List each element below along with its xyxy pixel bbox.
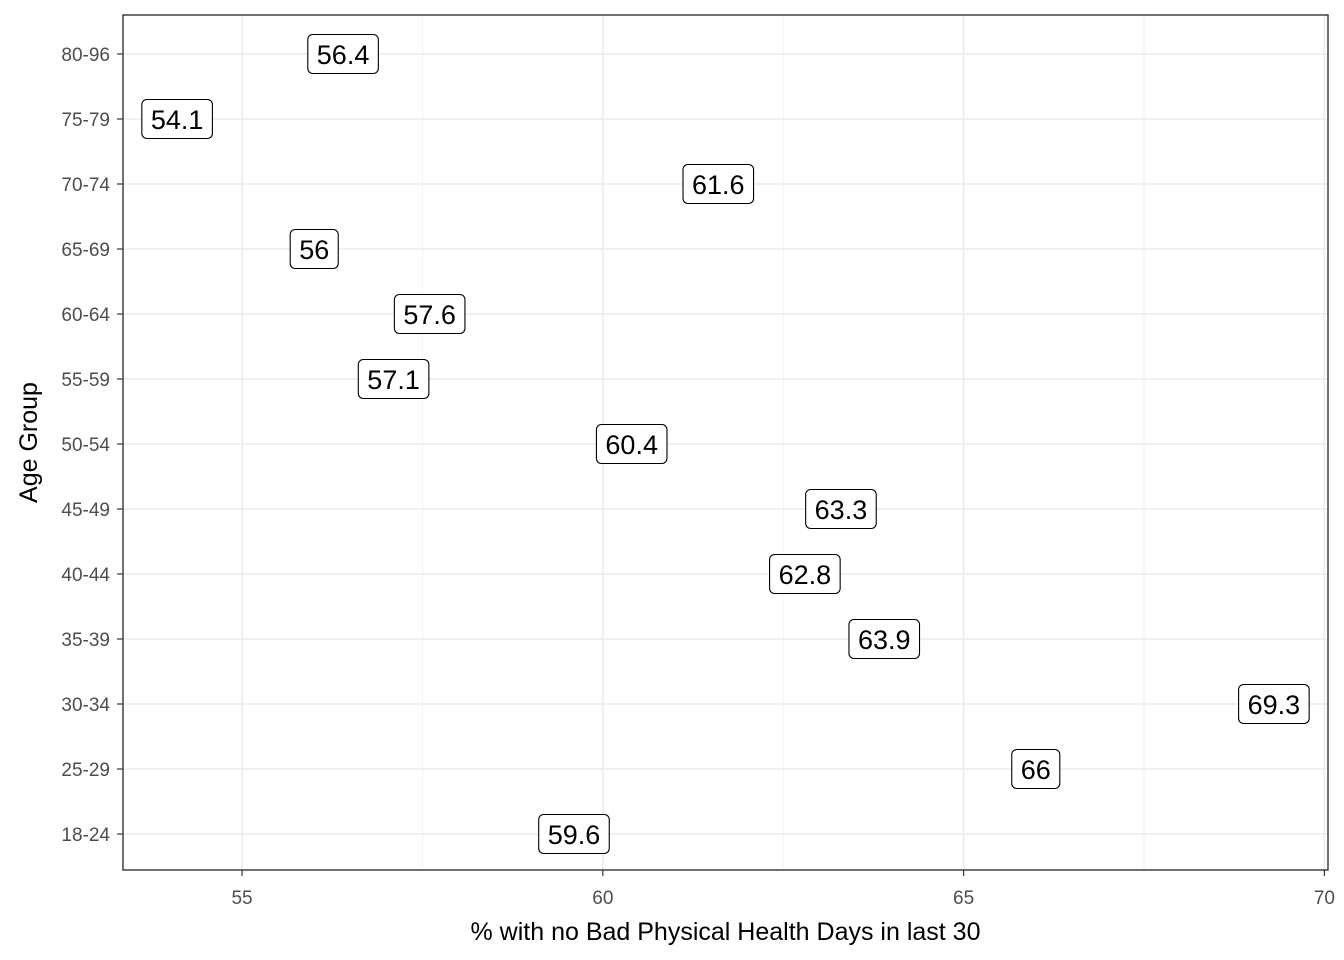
data-point: 57.1 (357, 358, 430, 400)
y-tick-label: 35-39 (61, 630, 110, 651)
data-label-box (1011, 748, 1061, 790)
data-point: 63.9 (848, 618, 921, 660)
data-point: 60.4 (595, 423, 668, 465)
x-axis-title: % with no Bad Physical Health Days in la… (471, 918, 981, 946)
y-tick-label: 40-44 (61, 565, 110, 586)
data-label-box (538, 813, 610, 855)
data-label: 60.4 (605, 430, 658, 460)
x-tick-label: 60 (592, 888, 613, 909)
data-label: 54.1 (151, 105, 204, 135)
y-tick-label: 30-34 (61, 695, 110, 716)
data-point: 57.6 (393, 293, 466, 335)
data-point: 56 (289, 228, 339, 270)
data-point: 63.3 (805, 488, 877, 530)
y-tick-label: 18-24 (61, 825, 110, 846)
data-label: 61.6 (692, 170, 745, 200)
plot-panel-border (122, 14, 1329, 871)
y-axis-title: Age Group (15, 382, 43, 503)
data-label-box (393, 293, 466, 335)
data-point: 62.8 (769, 553, 841, 595)
y-tick-label: 50-54 (61, 435, 110, 456)
data-label: 63.3 (815, 495, 868, 525)
data-label: 57.6 (403, 300, 456, 330)
data-label: 56 (299, 235, 329, 265)
data-label: 56.4 (317, 40, 370, 70)
x-tick-label: 55 (231, 888, 252, 909)
y-tick-label: 75-79 (61, 110, 110, 131)
data-label: 66 (1021, 755, 1051, 785)
data-label: 62.8 (779, 560, 832, 590)
data-point: 54.1 (141, 98, 213, 140)
data-label-box (141, 98, 213, 140)
data-label: 63.9 (858, 625, 911, 655)
data-point: 61.6 (682, 163, 755, 205)
data-label: 59.6 (548, 820, 601, 850)
data-label-box (682, 163, 755, 205)
grid-lines (123, 15, 1328, 870)
data-point: 56.4 (307, 33, 379, 75)
x-tick-label: 70 (1314, 888, 1335, 909)
data-labels: 59.6 66 69.3 63.9 62.8 63.3 60.4 57.1 57.6 56 61.6… (141, 33, 1310, 855)
data-label-box (848, 618, 921, 660)
data-label-box (769, 553, 841, 595)
y-tick-label: 55-59 (61, 370, 110, 391)
axis-ticks: 55 60 65 70 18-24 25-29 30-34 35-39 40-44 45-49 50… (61, 45, 1335, 909)
y-tick-label: 70-74 (61, 175, 110, 196)
data-label-box (307, 33, 379, 75)
data-point: 66 (1011, 748, 1061, 790)
y-tick-label: 80-96 (61, 45, 110, 66)
data-label-box (1238, 683, 1310, 725)
data-label-box (805, 488, 877, 530)
y-tick-label: 45-49 (61, 500, 110, 521)
x-tick-label: 65 (953, 888, 974, 909)
data-point: 69.3 (1238, 683, 1310, 725)
data-label: 57.1 (367, 365, 420, 395)
data-label-box (357, 358, 430, 400)
data-label-box (595, 423, 668, 465)
data-label: 69.3 (1248, 690, 1301, 720)
y-tick-label: 65-69 (61, 240, 110, 261)
data-label-box (289, 228, 339, 270)
y-tick-label: 60-64 (61, 305, 110, 326)
y-tick-label: 25-29 (61, 760, 110, 781)
data-point: 59.6 (538, 813, 610, 855)
